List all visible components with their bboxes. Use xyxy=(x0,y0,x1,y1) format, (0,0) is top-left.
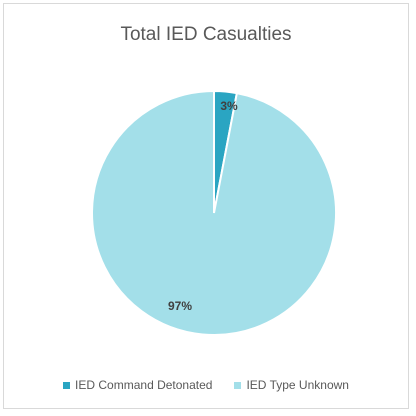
legend-item-command-detonated: IED Command Detonated xyxy=(63,378,212,392)
legend: IED Command Detonated IED Type Unknown xyxy=(4,378,408,392)
chart-title: Total IED Casualties xyxy=(120,24,292,45)
legend-label: IED Command Detonated xyxy=(75,378,213,392)
chart-area: Total IED Casualties 3% 97% IED Command D… xyxy=(3,3,409,409)
legend-label: IED Type Unknown xyxy=(246,378,349,392)
pie-chart: 3% 97% xyxy=(91,89,337,336)
legend-swatch xyxy=(234,381,242,389)
data-label-type-unknown: 97% xyxy=(168,299,192,313)
legend-swatch xyxy=(63,381,71,389)
data-label-command-detonated: 3% xyxy=(220,99,238,113)
pie-slice-type-unknown xyxy=(91,89,337,336)
legend-item-type-unknown: IED Type Unknown xyxy=(234,378,349,392)
